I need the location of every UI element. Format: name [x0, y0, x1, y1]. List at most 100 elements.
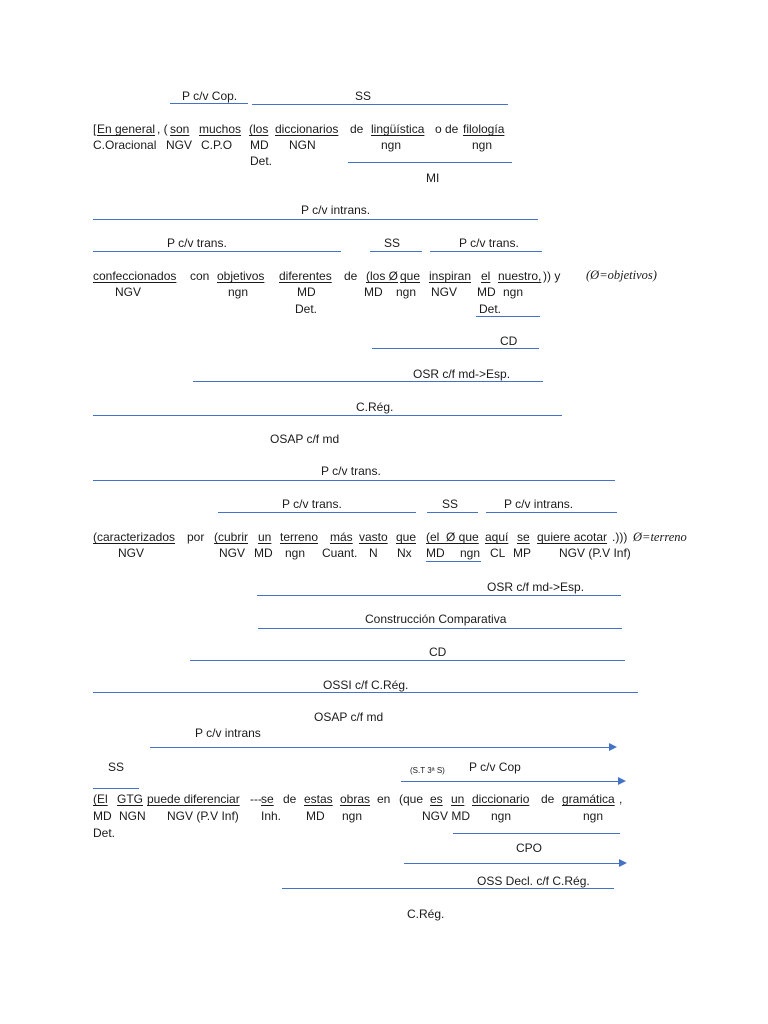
label-cd: CD: [429, 645, 447, 659]
tag: NGV (P.V Inf): [167, 809, 239, 823]
label-pcv-trans: P c/v trans.: [459, 236, 519, 250]
bracket-line: [430, 251, 542, 252]
bracket-line: [257, 595, 621, 596]
tag: ngn: [491, 809, 512, 823]
bracket-line: [93, 251, 341, 252]
label-creg: C.Rég.: [356, 400, 394, 414]
word: de: [541, 792, 555, 806]
word: lingüística: [371, 122, 425, 136]
word: un: [258, 530, 272, 544]
tag: N: [369, 546, 378, 560]
bracket-line: [486, 512, 617, 513]
word: son: [170, 122, 190, 136]
word: de: [344, 269, 358, 283]
label-oss-decl: OSS Decl. c/f C.Rég.: [477, 874, 590, 888]
word: GTG: [117, 792, 143, 806]
word: En general: [97, 122, 156, 136]
bracket-line: [193, 381, 543, 382]
tag: ngn: [460, 546, 481, 560]
bracket-line: [453, 833, 620, 834]
word: ,: [619, 792, 623, 806]
word: en: [377, 792, 391, 806]
label-osr: OSR c/f md->Esp.: [487, 580, 585, 594]
bracket-line: [427, 512, 478, 513]
word: de: [283, 792, 297, 806]
word: más: [330, 530, 353, 544]
word: por: [187, 530, 205, 544]
word: con: [190, 269, 210, 283]
bracket-line: [370, 251, 422, 252]
word: (cubrir: [214, 530, 249, 544]
tag: ngn: [583, 809, 604, 823]
word: un: [451, 792, 465, 806]
word: filología: [463, 122, 505, 136]
word: se: [261, 792, 274, 806]
word: que: [396, 530, 417, 544]
annotation-note: Ø=terreno: [633, 530, 687, 544]
tag: ngn: [285, 546, 306, 560]
tag: ngn: [472, 138, 493, 152]
tag: NGV: [431, 285, 458, 299]
tag: CL: [490, 546, 506, 560]
label-cd: CD: [500, 334, 518, 348]
bracket-line: [348, 162, 512, 163]
bracket-line: [258, 628, 622, 629]
label-ss: SS: [355, 89, 372, 103]
word: estas: [304, 792, 333, 806]
word: (El: [93, 792, 108, 806]
tag: NGV: [219, 546, 246, 560]
tag: ngn: [396, 285, 417, 299]
bracket-line: [93, 219, 538, 220]
bracket-line: [93, 415, 562, 416]
label-st: (S.T 3ª S): [410, 766, 445, 775]
tag: MD: [306, 809, 325, 823]
label-ss: SS: [108, 760, 125, 774]
bracket-line: [190, 660, 625, 661]
tag: MP: [513, 546, 531, 560]
tag: Det.: [479, 302, 502, 316]
tag: MD: [477, 285, 496, 299]
word: (que: [399, 792, 424, 806]
word: diccionarios: [275, 122, 339, 136]
word: )) y: [543, 269, 561, 283]
label-osap: OSAP c/f md: [314, 710, 384, 724]
word: (los Ø: [366, 269, 399, 283]
tag: NGV (P.V Inf): [559, 546, 631, 560]
tag: NGN: [119, 809, 146, 823]
word: o de: [435, 122, 459, 136]
bracket-line: [93, 692, 638, 693]
tag: MD: [254, 546, 273, 560]
bracket-line: [93, 788, 139, 789]
tag: C.Oracional: [93, 138, 157, 152]
word: (caracterizados: [93, 530, 176, 544]
label-ossi: OSSI c/f C.Rég.: [323, 678, 409, 692]
label-pcv-trans: P c/v trans.: [167, 236, 227, 250]
tag: ngn: [342, 809, 363, 823]
tag: Nx: [397, 546, 412, 560]
label-pcv-intrans: P c/v intrans.: [504, 497, 574, 511]
label-pcv-cop: P c/v Cop: [469, 760, 521, 774]
word: puede diferenciar: [147, 792, 240, 806]
arrow-line: [401, 777, 626, 785]
word: aquí: [485, 530, 509, 544]
tag: Det.: [250, 154, 273, 168]
tag: Cuant.: [322, 546, 358, 560]
label-mi: MI: [426, 171, 440, 185]
arrow-line: [404, 859, 627, 867]
bracket-line: [93, 480, 615, 481]
word: se: [517, 530, 530, 544]
word: inspiran: [429, 269, 472, 283]
word: es: [430, 792, 443, 806]
word: .))): [612, 530, 631, 544]
label-pcv-intrans: P c/v intrans.: [301, 203, 371, 217]
word: (el Ø que: [426, 530, 479, 544]
word: obras: [340, 792, 371, 806]
annotation-note: (Ø=objetivos): [586, 268, 657, 282]
word: (los: [249, 122, 269, 136]
word: ---: [250, 792, 262, 806]
tag: MD: [93, 809, 112, 823]
word: objetivos: [217, 269, 265, 283]
word: gramática: [562, 792, 615, 806]
tag: ngn: [381, 138, 402, 152]
tag: C.P.O: [201, 138, 233, 152]
